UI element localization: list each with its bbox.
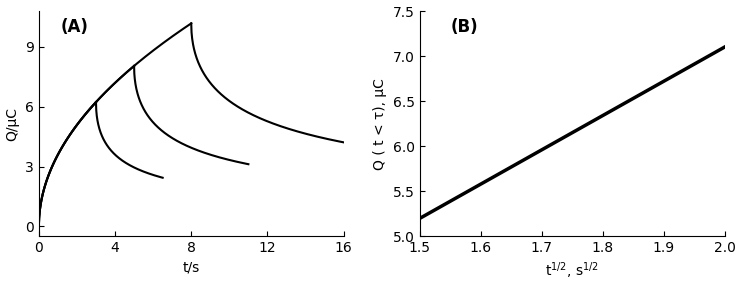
Text: (B): (B) (451, 18, 478, 36)
Text: (A): (A) (60, 18, 88, 36)
X-axis label: t/s: t/s (182, 261, 200, 275)
Y-axis label: Q/μC: Q/μC (5, 107, 19, 141)
X-axis label: t$^{1/2}$, s$^{1/2}$: t$^{1/2}$, s$^{1/2}$ (545, 261, 599, 282)
Y-axis label: Q ( t < τ), μC: Q ( t < τ), μC (373, 78, 388, 170)
